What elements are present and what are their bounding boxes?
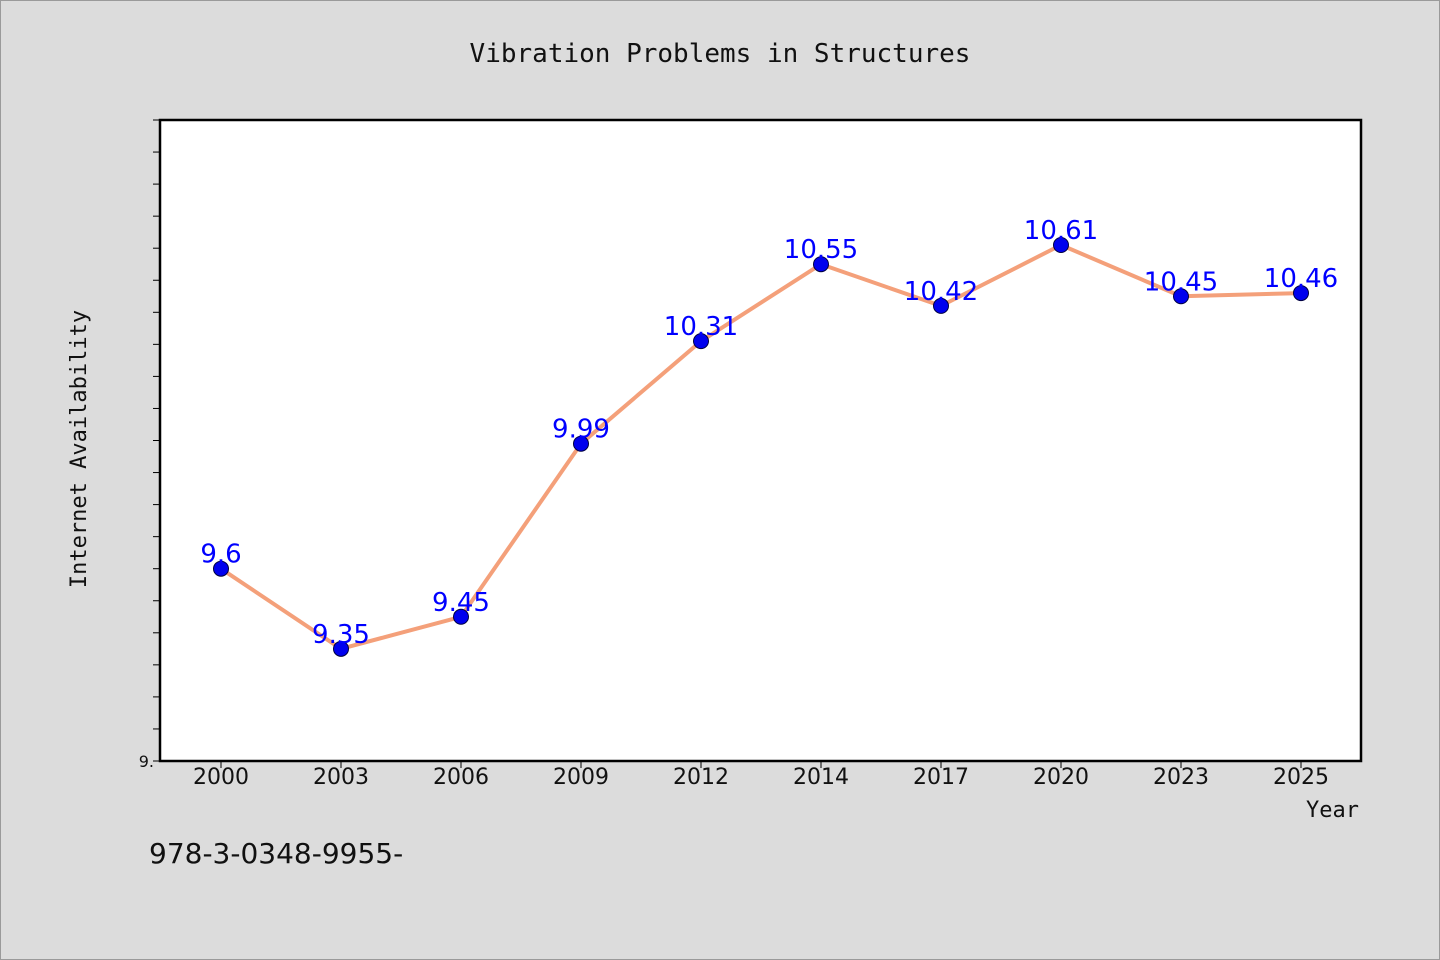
x-axis-label: Year (1306, 798, 1359, 823)
data-point (693, 333, 709, 350)
data-label: 10.31 (664, 312, 738, 342)
y-axis-ticks: 9. (139, 119, 160, 771)
series-line (219, 242, 1302, 651)
x-tick-label: 2003 (313, 765, 369, 790)
data-label: 10.55 (784, 235, 858, 265)
data-label: 10.61 (1024, 216, 1098, 246)
x-tick-label: 2009 (553, 765, 609, 790)
x-axis-ticks: 2000 2003 2006 2009 2012 2014 2017 2020 2023 2025 (193, 761, 1329, 790)
data-label: 9.35 (312, 620, 370, 650)
data-label: 9.6 (200, 540, 241, 570)
data-point (933, 297, 949, 314)
series-layer: 9.6 9.35 9.45 9.99 10.31 10.55 10.42 10.61 10.45… (200, 216, 1338, 657)
data-point (813, 256, 829, 273)
data-point (1053, 236, 1069, 253)
data-label: 10.42 (904, 277, 978, 307)
chart-title: Vibration Problems in Structures (470, 39, 971, 69)
data-label: 10.46 (1264, 264, 1338, 294)
data-label: 9.99 (552, 415, 610, 445)
data-label: 10.45 (1144, 267, 1218, 297)
x-tick-label: 2023 (1153, 765, 1209, 790)
data-point (573, 435, 589, 452)
footer-text: 978-3-0348-9955- (149, 837, 403, 870)
y-tick-label: 9. (139, 752, 154, 771)
y-axis-label: Internet Availability (67, 310, 92, 588)
x-tick-label: 2012 (673, 765, 729, 790)
x-tick-label: 2017 (913, 765, 969, 790)
data-point (1173, 288, 1189, 305)
x-tick-label: 2025 (1273, 765, 1329, 790)
data-point (333, 640, 349, 657)
x-tick-label: 2006 (433, 765, 489, 790)
x-tick-label: 2000 (193, 765, 249, 790)
data-point (1293, 285, 1309, 302)
data-point (213, 560, 229, 577)
x-tick-label: 2014 (793, 765, 849, 790)
x-tick-label: 2020 (1033, 765, 1089, 790)
data-label: 9.45 (432, 588, 490, 618)
plot-area (158, 118, 1363, 763)
data-point (453, 608, 469, 625)
